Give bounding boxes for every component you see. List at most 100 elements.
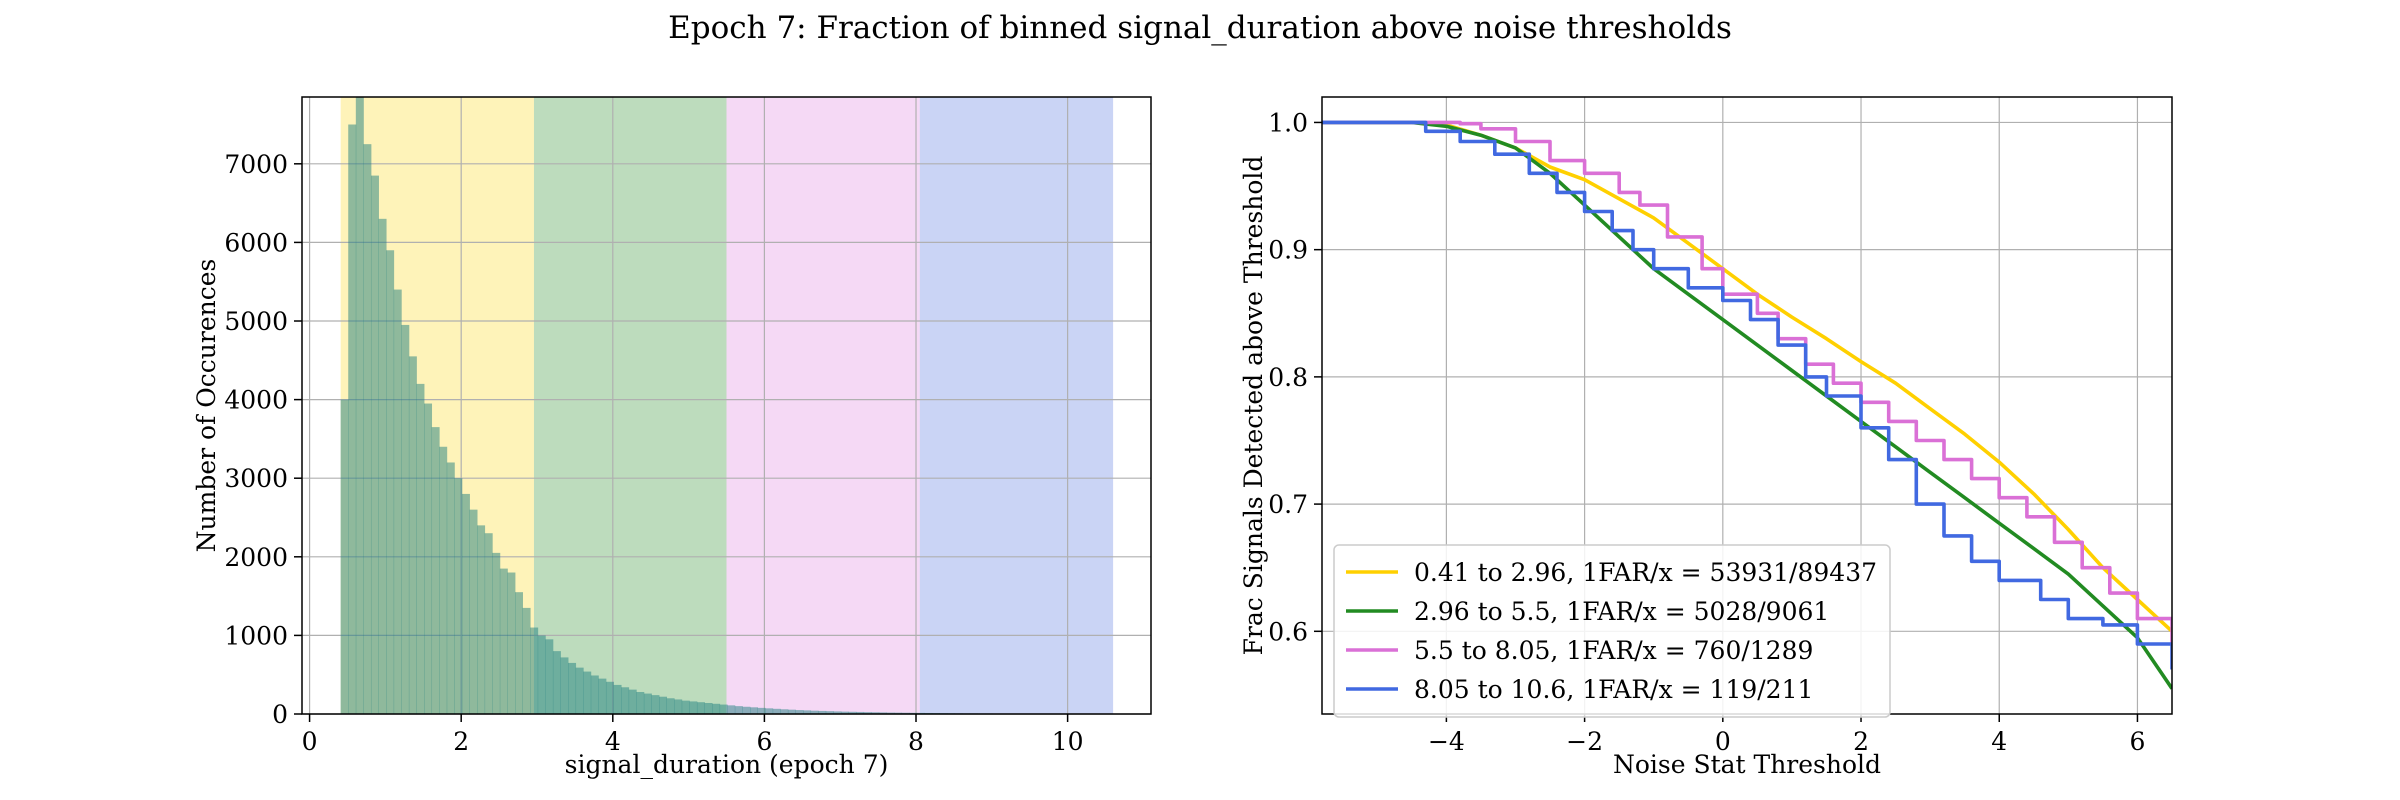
histogram-plot-frame <box>301 96 1152 715</box>
legend-box <box>1333 544 1891 718</box>
legend-entries: 0.41 to 2.96, 1FAR/x = 53931/89437 2.96 t… <box>1346 558 1877 704</box>
x-tick-label: 6 <box>756 727 772 756</box>
histogram-bar <box>878 712 887 714</box>
histogram-bar <box>363 144 372 714</box>
histogram-bar <box>522 607 531 714</box>
histogram-bar <box>408 356 417 714</box>
histogram-bar <box>507 572 516 714</box>
y-tick-label: 7000 <box>224 150 288 179</box>
histogram-bar <box>848 711 857 714</box>
histogram-bar <box>439 446 448 714</box>
histogram-bar <box>840 711 849 714</box>
threshold-y-ticks: 0.6 0.7 0.8 0.9 1.0 <box>1268 108 1322 646</box>
y-tick-label: 1000 <box>224 621 288 650</box>
histogram-bar <box>484 533 493 714</box>
histogram-bar <box>545 639 554 714</box>
histogram-bar <box>772 708 781 714</box>
legend-label: 2.96 to 5.5, 1FAR/x = 5028/9061 <box>1414 597 1829 626</box>
histogram-bar <box>795 710 804 714</box>
histogram-x-ticks: 0 2 4 6 8 10 <box>302 714 1084 756</box>
legend: 0.41 to 2.96, 1FAR/x = 53931/89437 2.96 t… <box>1333 544 1891 718</box>
figure-title: Epoch 7: Fraction of binned signal_durat… <box>668 10 1732 46</box>
histogram-bar <box>340 399 349 714</box>
histogram-panel: 0 2 4 6 8 10 0 1000 2000 3000 4000 5000 6000 7000 si… <box>192 96 1152 779</box>
curve-series-2 <box>1322 120 2172 690</box>
histogram-bar <box>590 675 599 714</box>
y-tick-label: 0.6 <box>1268 617 1308 646</box>
y-tick-label: 6000 <box>224 228 288 257</box>
x-tick-label: 4 <box>1991 727 2007 756</box>
histogram-bar <box>856 711 865 714</box>
histogram-bar <box>431 427 440 714</box>
histogram-bar <box>446 462 455 714</box>
histogram-bar <box>568 662 577 714</box>
y-tick-label: 0 <box>272 700 288 729</box>
histogram-bar <box>598 678 607 714</box>
histogram-bars <box>340 97 1115 715</box>
histogram-bar <box>712 703 721 714</box>
histogram-bar <box>605 681 614 714</box>
histogram-bar <box>825 711 834 714</box>
threshold-panel: −4 −2 0 2 4 6 0.6 0.7 0.8 0.9 1.0 Noise Stat Thre… <box>1239 96 2173 779</box>
histogram-bar <box>499 568 508 714</box>
histogram-bar <box>454 478 463 714</box>
range-band-3 <box>726 97 920 714</box>
curve-series-4 <box>1322 120 2172 670</box>
histogram-bar <box>348 124 357 715</box>
histogram-bar <box>393 289 402 714</box>
histogram-x-label: signal_duration (epoch 7) <box>565 750 889 779</box>
x-tick-label: 0 <box>302 727 318 756</box>
y-tick-label: 2000 <box>224 543 288 572</box>
histogram-bar <box>613 684 622 714</box>
y-tick-label: 0.9 <box>1268 236 1308 265</box>
histogram-bar <box>515 592 523 714</box>
histogram-bar <box>787 709 796 714</box>
y-tick-label: 0.8 <box>1268 363 1308 392</box>
histogram-bar <box>803 710 812 714</box>
histogram-bar <box>469 509 478 714</box>
histogram-bar <box>370 175 379 714</box>
histogram-bar <box>583 671 592 714</box>
histogram-range-bands <box>340 97 1114 714</box>
histogram-bar <box>636 691 645 714</box>
x-tick-label: −2 <box>1566 727 1603 756</box>
histogram-bar <box>401 324 410 714</box>
y-tick-label: 3000 <box>224 464 288 493</box>
threshold-x-label: Noise Stat Threshold <box>1613 750 1881 779</box>
histogram-bar <box>734 706 743 714</box>
legend-label: 0.41 to 2.96, 1FAR/x = 53931/89437 <box>1414 558 1877 587</box>
histogram-bar <box>537 635 546 714</box>
range-band-4 <box>919 97 1114 714</box>
histogram-bar <box>749 707 758 714</box>
legend-label: 8.05 to 10.6, 1FAR/x = 119/211 <box>1414 675 1813 704</box>
histogram-bar <box>674 699 683 714</box>
histogram-bar <box>416 383 425 714</box>
histogram-bar <box>575 667 584 714</box>
y-tick-label: 4000 <box>224 386 288 415</box>
histogram-bar <box>378 218 387 715</box>
histogram-bar <box>651 695 660 714</box>
histogram-bar <box>386 250 395 714</box>
x-tick-label: 8 <box>908 727 924 756</box>
histogram-bar <box>666 698 675 714</box>
histogram-bar <box>492 552 501 714</box>
histogram-bar <box>719 704 728 714</box>
range-band-2 <box>533 97 727 714</box>
histogram-bar <box>765 708 774 714</box>
histogram-bar <box>704 702 713 714</box>
histogram-bar <box>530 627 539 714</box>
histogram-y-ticks: 0 1000 2000 3000 4000 5000 6000 7000 <box>224 150 302 729</box>
histogram-bar <box>689 701 698 714</box>
histogram-bar <box>628 689 637 714</box>
threshold-y-label: Frac Signals Detected above Threshold <box>1239 156 1268 656</box>
legend-label: 5.5 to 8.05, 1FAR/x = 760/1289 <box>1414 636 1813 665</box>
x-tick-label: −4 <box>1428 727 1465 756</box>
histogram-bar <box>833 711 842 714</box>
histogram-bar <box>810 710 819 714</box>
y-tick-label: 5000 <box>224 307 288 336</box>
histogram-bar <box>742 706 751 714</box>
x-tick-label: 2 <box>453 727 469 756</box>
histogram-bar <box>681 700 690 714</box>
histogram-bar <box>659 696 668 714</box>
histogram-bar <box>560 657 569 714</box>
